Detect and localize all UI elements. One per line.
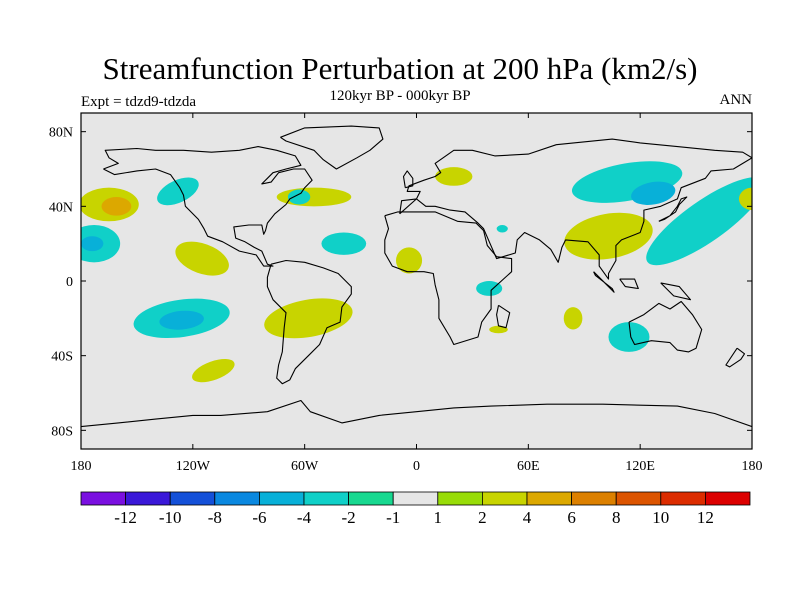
anomaly-field-layer xyxy=(81,161,752,383)
season-label: ANN xyxy=(719,92,753,108)
colorbar-box xyxy=(303,491,349,506)
colorbar-box xyxy=(125,491,171,506)
coastline xyxy=(496,304,511,329)
colorbar-label: 8 xyxy=(612,508,621,527)
colorbar-box xyxy=(481,491,528,506)
x-tick-label: 120W xyxy=(176,459,211,474)
coastline xyxy=(384,211,513,346)
colorbar-label: -1 xyxy=(386,508,400,527)
colorbar-box xyxy=(80,491,126,506)
colorbar-label: 1 xyxy=(434,508,443,527)
coastline-layer xyxy=(81,125,752,428)
y-tick-label: 40N xyxy=(49,200,73,215)
anomaly-region xyxy=(192,358,235,383)
axis-ticks: 180 120W 60W 0 60E 120E 180 80N 40N 0 40S 80S xyxy=(49,113,763,474)
experiment-label: Expt = tdzd9-tdzda xyxy=(81,94,197,110)
coastline xyxy=(280,125,384,170)
anomaly-region xyxy=(81,236,104,252)
coastline xyxy=(81,399,752,428)
anomaly-region xyxy=(496,225,508,233)
colorbar-box xyxy=(169,491,216,506)
colorbar-box xyxy=(437,491,483,506)
coastline xyxy=(399,138,752,280)
coastline xyxy=(402,170,414,189)
anomaly-region xyxy=(564,212,653,260)
colorbar-label: 6 xyxy=(567,508,576,527)
x-tick-label: 60E xyxy=(517,459,540,474)
x-tick-label: 180 xyxy=(742,459,763,474)
colorbar-label: -8 xyxy=(208,508,222,527)
colorbar-label: 2 xyxy=(478,508,487,527)
colorbar-box xyxy=(392,491,439,506)
colorbar-label: -10 xyxy=(159,508,182,527)
colorbar-box xyxy=(348,491,394,506)
coastline xyxy=(619,278,639,290)
colorbar-box xyxy=(258,491,305,506)
x-tick-label: 0 xyxy=(413,459,420,474)
coastline xyxy=(660,282,692,301)
colorbar-box xyxy=(705,491,751,506)
y-tick-label: 40S xyxy=(51,350,73,365)
anomaly-region xyxy=(646,177,752,266)
x-tick-label: 120E xyxy=(625,459,655,474)
anomaly-region xyxy=(395,247,423,274)
plot-title: Streamfunction Perturbation at 200 hPa (… xyxy=(102,51,698,86)
anomaly-region xyxy=(489,325,508,334)
colorbar-box xyxy=(526,491,572,506)
anomaly-region xyxy=(738,187,752,211)
coastline xyxy=(103,146,313,267)
anomaly-region xyxy=(101,197,132,216)
anomaly-region xyxy=(608,322,650,352)
colorbar-label: -2 xyxy=(342,508,356,527)
colorbar: -12 -10 -8 -6 -4 -2 -1 1 2 4 6 8 10 12 xyxy=(80,491,751,527)
y-tick-label: 0 xyxy=(66,275,73,290)
coastline xyxy=(593,271,615,293)
anomaly-region xyxy=(175,241,229,276)
coastline xyxy=(266,259,352,385)
colorbar-box xyxy=(660,491,706,506)
anomaly-region xyxy=(264,298,353,339)
colorbar-label: 12 xyxy=(697,508,714,527)
colorbar-box xyxy=(615,491,662,506)
colorbar-label: 10 xyxy=(652,508,669,527)
anomaly-region xyxy=(157,177,199,206)
x-tick-label: 180 xyxy=(71,459,92,474)
colorbar-box xyxy=(214,491,260,506)
colorbar-box xyxy=(571,491,617,506)
colorbar-label: -4 xyxy=(297,508,312,527)
coastline xyxy=(725,347,746,368)
coastline xyxy=(658,196,688,222)
y-tick-label: 80S xyxy=(51,424,73,439)
anomaly-region xyxy=(631,181,676,205)
anomaly-region xyxy=(563,307,583,330)
y-tick-label: 80N xyxy=(49,126,73,141)
anomaly-region xyxy=(321,232,367,255)
anomaly-region xyxy=(287,189,311,205)
colorbar-label: 4 xyxy=(523,508,532,527)
anomaly-region xyxy=(435,167,473,186)
x-tick-label: 60W xyxy=(291,459,319,474)
colorbar-label: -6 xyxy=(252,508,266,527)
plot-subtitle: 120kyr BP - 000kyr BP xyxy=(329,88,471,104)
anomaly-region xyxy=(476,281,503,296)
coastline xyxy=(628,300,703,353)
colorbar-label: -12 xyxy=(114,508,137,527)
anomaly-region xyxy=(159,310,204,330)
